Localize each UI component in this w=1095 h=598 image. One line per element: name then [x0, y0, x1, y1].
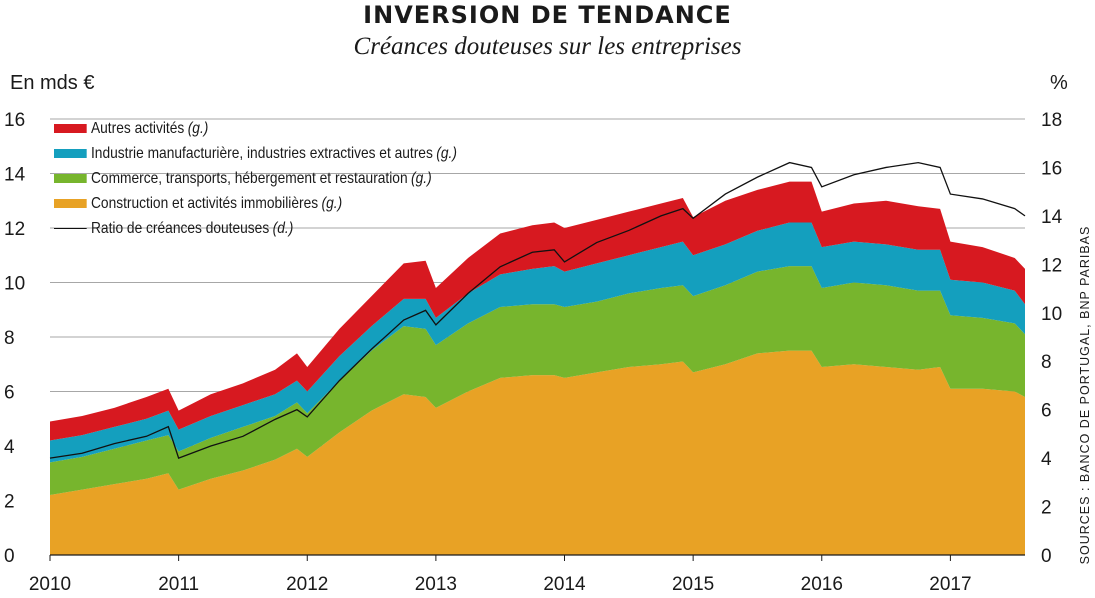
- area-industrie-manufacturiere-industries-extractives-et-autres: [50, 222, 1025, 463]
- legend-item: Autres activités (g.): [54, 116, 457, 141]
- legend-swatch: [54, 174, 87, 183]
- legend-swatch: [54, 149, 87, 158]
- legend-axis-note: (g.): [411, 169, 432, 187]
- legend-axis-note: (d.): [272, 219, 294, 237]
- legend-item: Ratio de créances douteuses (d.): [54, 216, 457, 241]
- legend-item: Industrie manufacturière, industries ext…: [54, 141, 457, 166]
- y-right-tick-label: 10: [1041, 304, 1062, 325]
- y-left-tick-label: 0: [4, 546, 15, 567]
- legend-swatch: [54, 228, 87, 229]
- area-autres-activites: [50, 181, 1025, 441]
- x-tick-label: 2010: [29, 574, 71, 595]
- y-right-tick-label: 6: [1041, 401, 1052, 422]
- y-right-tick-label: 8: [1041, 352, 1052, 373]
- legend-axis-note: (g.): [187, 119, 209, 137]
- legend-swatch: [54, 199, 87, 208]
- legend-item: Commerce, transports, hébergement et res…: [54, 166, 457, 191]
- legend-axis-note: (g.): [321, 194, 343, 212]
- x-tick-label: 2012: [286, 574, 328, 595]
- legend: Autres activités (g.) Industrie manufactur…: [54, 116, 523, 241]
- y-right-tick-label: 0: [1041, 546, 1052, 567]
- y-left-tick-label: 2: [4, 492, 15, 513]
- y-right-tick-label: 2: [1041, 498, 1052, 519]
- y-left-tick-label: 6: [4, 383, 15, 404]
- y-left-tick-label: 8: [4, 328, 15, 349]
- y-left-tick-label: 14: [4, 165, 26, 186]
- x-tick-label: 2017: [929, 574, 971, 595]
- left-axis-unit: En mds €: [10, 72, 95, 94]
- x-tick-label: 2014: [543, 574, 586, 595]
- y-left-tick-label: 10: [4, 274, 25, 295]
- y-right-tick-label: 14: [1041, 207, 1063, 228]
- chart-title: INVERSION DE TENDANCE: [363, 1, 732, 29]
- y-left-tick-label: 4: [4, 437, 15, 458]
- y-right-tick-label: 16: [1041, 158, 1062, 179]
- right-axis-unit: %: [1050, 72, 1068, 94]
- y-right-tick-label: 12: [1041, 255, 1062, 276]
- legend-label: Ratio de créances douteuses: [90, 219, 270, 237]
- legend-label: Commerce, transports, hébergement et res…: [90, 169, 408, 187]
- x-tick-label: 2015: [672, 574, 714, 595]
- y-right-tick-label: 4: [1041, 449, 1052, 470]
- x-tick-label: 2016: [801, 574, 843, 595]
- x-tick-label: 2011: [158, 574, 199, 595]
- legend-label: Industrie manufacturière, industries ext…: [90, 144, 433, 162]
- legend-label: Construction et activités immobilières: [90, 194, 319, 212]
- y-left-tick-label: 16: [4, 110, 25, 131]
- y-right-tick-label: 18: [1041, 110, 1062, 131]
- area-commerce-transports-hebergement-et-restauration: [50, 266, 1025, 496]
- x-tick-label: 2013: [415, 574, 457, 595]
- legend-item: Construction et activités immobilières (g…: [54, 191, 457, 216]
- y-left-tick-label: 12: [4, 219, 25, 240]
- ratio-line: [49, 161, 1026, 459]
- legend-swatch: [54, 124, 87, 133]
- legend-label: Autres activités: [90, 119, 185, 137]
- chart-subtitle: Créances douteuses sur les entreprises: [353, 33, 742, 60]
- legend-axis-note: (g.): [436, 144, 457, 162]
- area-construction-et-activites-immobilieres: [50, 350, 1025, 555]
